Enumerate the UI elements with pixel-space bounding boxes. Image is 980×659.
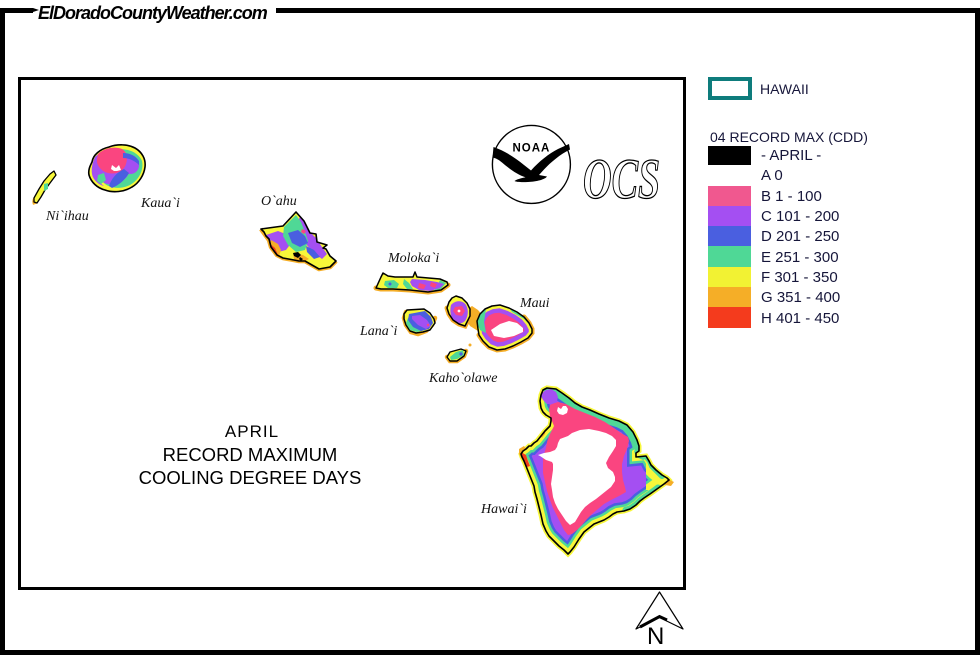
svg-text:NOAA: NOAA [513,143,551,155]
svg-text:OCS: OCS [583,148,660,211]
